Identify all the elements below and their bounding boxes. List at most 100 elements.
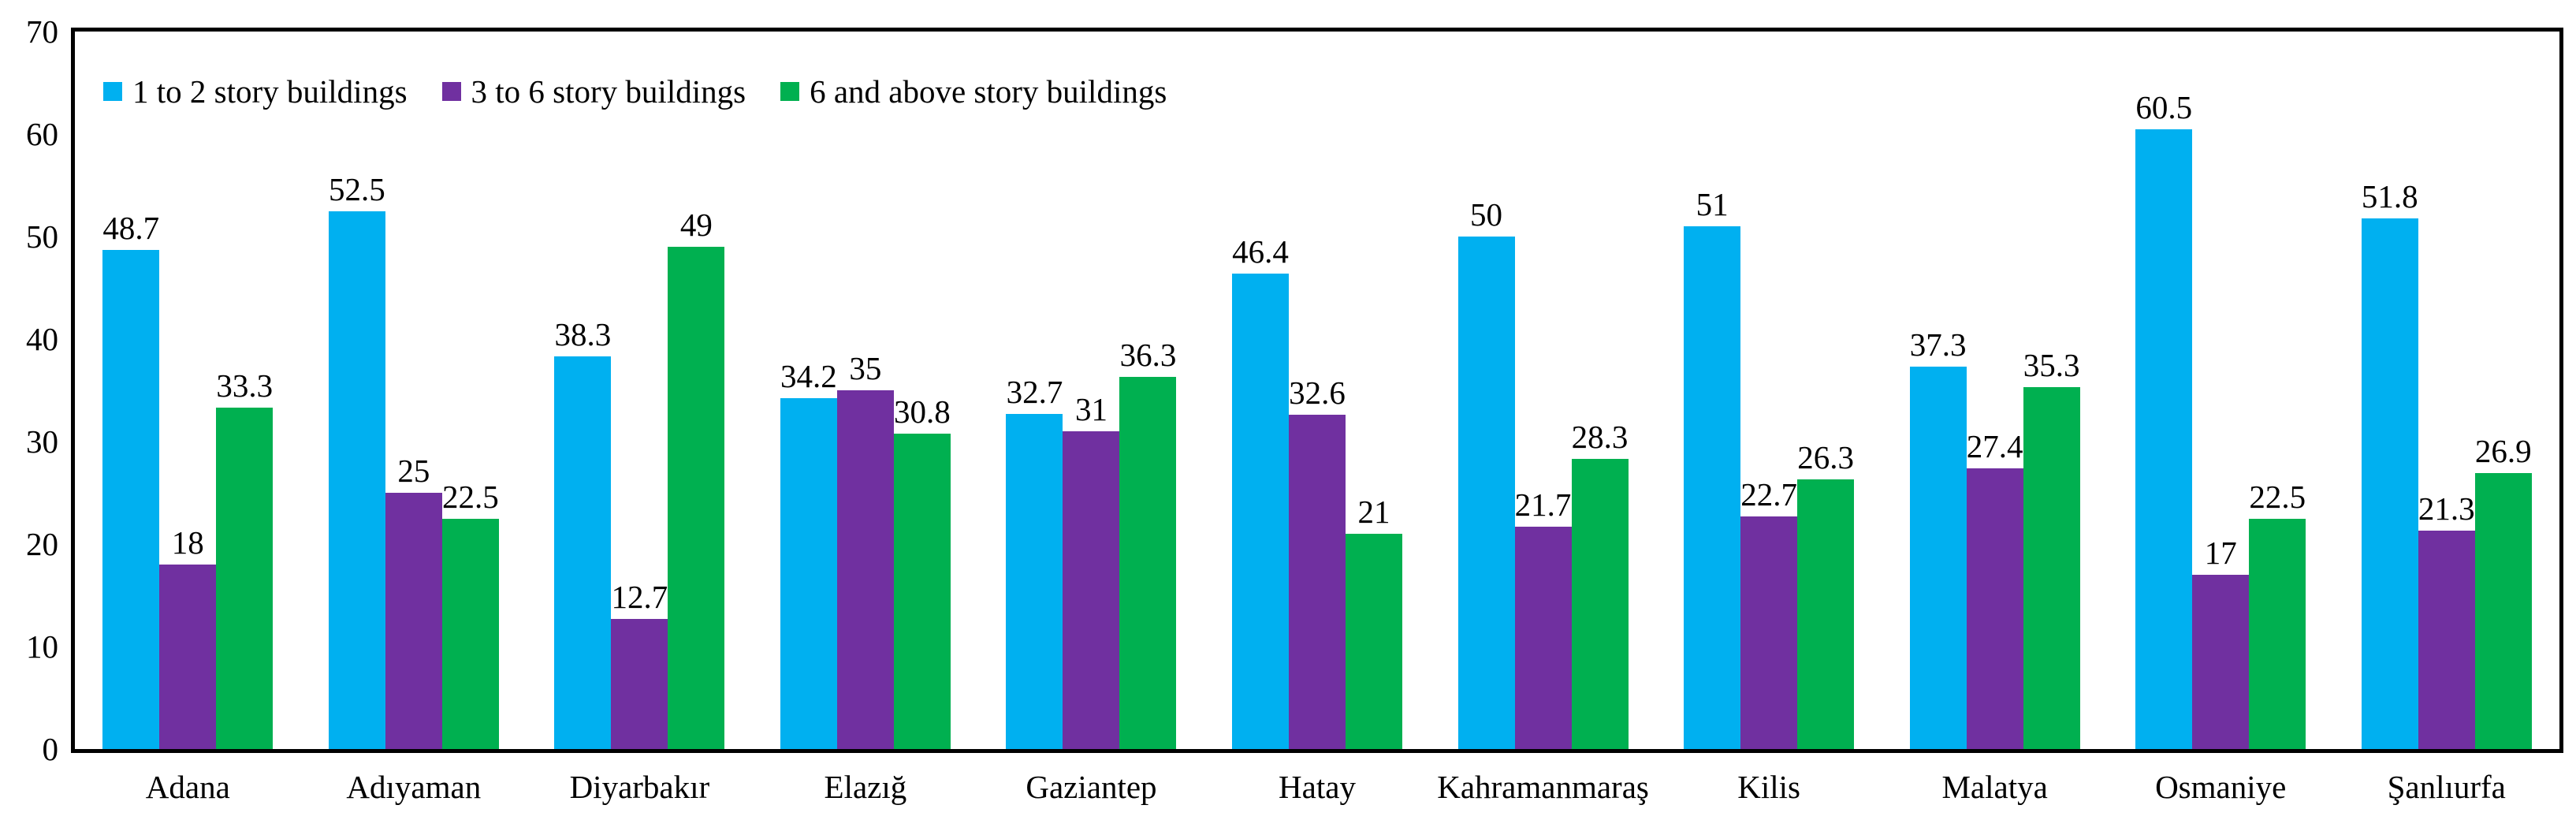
bar: 51.8: [2361, 178, 2418, 749]
bar-value-label: 50: [1470, 196, 1503, 233]
bar: 21.3: [2418, 490, 2475, 749]
legend-label: 1 to 2 story buildings: [132, 73, 408, 110]
legend: 1 to 2 story buildings 3 to 6 story build…: [103, 73, 1167, 110]
bar-value-label: 27.4: [1966, 427, 2023, 464]
bar-value-label: 26.9: [2474, 433, 2532, 470]
bar-value-label: 48.7: [102, 209, 160, 246]
bar-group: 52.5 25 22.5: [301, 32, 527, 749]
x-axis-category-label: Adıyaman: [346, 769, 482, 805]
bar: 36.3: [1119, 337, 1177, 749]
bar-value-label: 22.5: [441, 478, 499, 515]
x-axis-category-label: Hatay: [1279, 769, 1356, 805]
bar: 27.4: [1966, 428, 2023, 749]
bar: 28.3: [1571, 419, 1629, 749]
bar: 46.4: [1232, 233, 1289, 749]
bar: 52.5: [328, 171, 385, 749]
bar: 31: [1063, 391, 1120, 749]
bar: 22.7: [1740, 476, 1798, 749]
bar-value-label: 21.7: [1514, 486, 1572, 523]
bar-value-label: 35.3: [2023, 347, 2080, 384]
bar-group: 51.8 21.3 26.9: [2333, 32, 2559, 749]
bar-value-label: 26.3: [1797, 439, 1854, 476]
bar: 32.6: [1289, 375, 1346, 749]
bar: 48.7: [102, 210, 160, 749]
bar-value-label: 21.3: [2418, 490, 2475, 527]
bar-group: 51 22.7 26.3: [1656, 32, 1882, 749]
bar: 25: [385, 453, 442, 749]
bar-groups: 48.7 18 33.3 52.5 25 22.5 38.3 12.7 49 34.2 35 30.8…: [75, 32, 2559, 749]
bar: 21.7: [1514, 486, 1572, 749]
bar-value-label: 51: [1696, 186, 1729, 222]
legend-swatch-icon: [441, 82, 461, 101]
bar-group: 46.4 32.6 21: [1204, 32, 1431, 749]
bar-value-label: 37.3: [1909, 326, 1967, 363]
bar: 21: [1346, 494, 1402, 749]
bar-value-label: 34.2: [780, 358, 837, 395]
bar-value-label: 28.3: [1571, 419, 1629, 456]
bar-group: 37.3 27.4 35.3: [1882, 32, 2108, 749]
legend-label: 3 to 6 story buildings: [471, 73, 746, 110]
bar: 32.7: [1006, 374, 1063, 749]
bar-group: 38.3 12.7 49: [527, 32, 753, 749]
legend-swatch-icon: [780, 82, 800, 101]
bar-value-label: 30.8: [894, 393, 951, 430]
bar-group: 60.5 17 22.5: [2108, 32, 2334, 749]
bar-value-label: 36.3: [1119, 337, 1177, 374]
bar: 22.5: [2249, 479, 2306, 749]
x-axis-category-label: Diyarbakır: [569, 769, 710, 805]
bar-value-label: 52.5: [328, 170, 385, 207]
bar: 26.9: [2474, 433, 2532, 749]
bar-value-label: 32.7: [1006, 373, 1063, 410]
bar: 35.3: [2023, 347, 2080, 749]
bar-value-label: 21: [1357, 494, 1390, 530]
bar-value-label: 12.7: [611, 578, 668, 615]
bar-value-label: 17: [2204, 535, 2237, 571]
bar: 18: [159, 524, 217, 749]
x-axis-category-label: Elazığ: [824, 769, 907, 805]
bar: 51: [1684, 186, 1741, 749]
x-axis-category-label: Kilis: [1737, 769, 1800, 805]
x-axis-category-label: Şanlıurfa: [2387, 769, 2506, 805]
bar-value-label: 22.5: [2249, 478, 2306, 515]
bar-value-label: 18: [171, 524, 204, 561]
x-axis-category-label: Kahramanmaraş: [1437, 769, 1649, 805]
bar: 26.3: [1797, 439, 1855, 749]
bar: 37.3: [1909, 326, 1967, 749]
bar: 22.5: [441, 479, 499, 749]
bar-value-label: 22.7: [1740, 475, 1797, 512]
bar-value-label: 25: [397, 453, 430, 489]
bar: 38.3: [554, 316, 612, 749]
bar: 60.5: [2135, 89, 2193, 749]
bar-group: 34.2 35 30.8: [753, 32, 979, 749]
legend-label: 6 and above story buildings: [810, 73, 1167, 110]
y-axis: 0 10 20 30 40 50 60 70: [26, 13, 58, 767]
bar-value-label: 38.3: [554, 316, 612, 353]
bar-value-label: 31: [1074, 391, 1107, 427]
bar: 30.8: [893, 393, 951, 749]
bar-value-label: 32.6: [1289, 375, 1346, 412]
bar-group: 48.7 18 33.3: [75, 32, 301, 749]
bar-group: 32.7 31 36.3: [978, 32, 1204, 749]
legend-entry: 6 and above story buildings: [780, 73, 1167, 110]
plot-area: 48.7 18 33.3 52.5 25 22.5 38.3 12.7 49 34.2 35 30.8…: [71, 28, 2563, 753]
bar-value-label: 49: [679, 207, 713, 243]
legend-entry: 1 to 2 story buildings: [103, 73, 408, 110]
x-axis-category-label: Gaziantep: [1026, 769, 1157, 805]
bar: 49: [668, 207, 725, 749]
bar: 17: [2192, 535, 2250, 749]
bar: 50: [1457, 196, 1515, 749]
bar: 33.3: [216, 367, 274, 749]
bar: 35: [836, 350, 894, 749]
x-axis-labels: Adana Adıyaman Diyarbakır Elazığ Gaziantep Ha…: [75, 766, 2559, 807]
bar: 34.2: [780, 358, 837, 749]
plot-inner: 48.7 18 33.3 52.5 25 22.5 38.3 12.7 49 34.2 35 30.8…: [75, 32, 2559, 749]
bar-group: 50 21.7 28.3: [1430, 32, 1656, 749]
bar-value-label: 46.4: [1232, 233, 1289, 270]
bar-value-label: 33.3: [216, 367, 274, 404]
legend-swatch-icon: [103, 82, 122, 101]
x-axis-category-label: Adana: [145, 769, 230, 805]
bar-value-label: 51.8: [2361, 177, 2418, 214]
bar-value-label: 35: [849, 350, 882, 386]
legend-entry: 3 to 6 story buildings: [441, 73, 746, 110]
